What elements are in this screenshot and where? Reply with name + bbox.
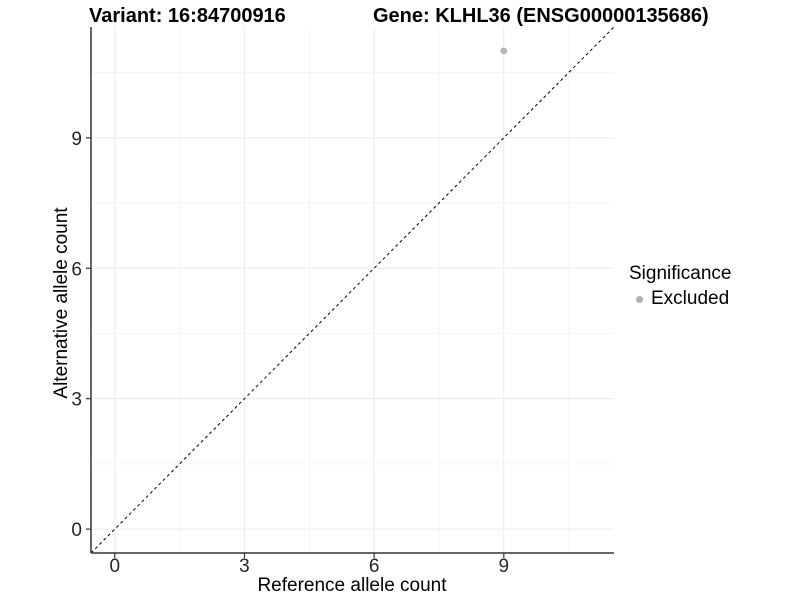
x-tick-label: 3 (239, 556, 250, 577)
excluded-point-icon (636, 295, 643, 303)
x-tick-label: 9 (498, 556, 509, 577)
legend: Significance Excluded (629, 263, 731, 310)
y-tick-label: 6 (71, 259, 82, 280)
plot-title-gene: Gene: KLHL36 (ENSG00000135686) (373, 5, 709, 27)
y-tick-label: 9 (71, 129, 82, 150)
identity-dashed-line (90, 26, 615, 554)
y-tick-label: 3 (71, 390, 82, 411)
legend-item-label: Excluded (651, 288, 730, 309)
y-axis-title: Alternative allele count (51, 207, 72, 399)
x-tick-label: 0 (109, 556, 120, 577)
data-point-excluded (500, 47, 508, 55)
x-tick-label: 6 (369, 556, 380, 577)
x-axis-title: Reference allele count (257, 575, 447, 596)
y-tick-label: 0 (71, 520, 82, 541)
legend-title: Significance (629, 263, 732, 284)
plot-title-variant: Variant: 16:84700916 (89, 5, 286, 27)
legend-item-excluded: Excluded (629, 288, 731, 310)
